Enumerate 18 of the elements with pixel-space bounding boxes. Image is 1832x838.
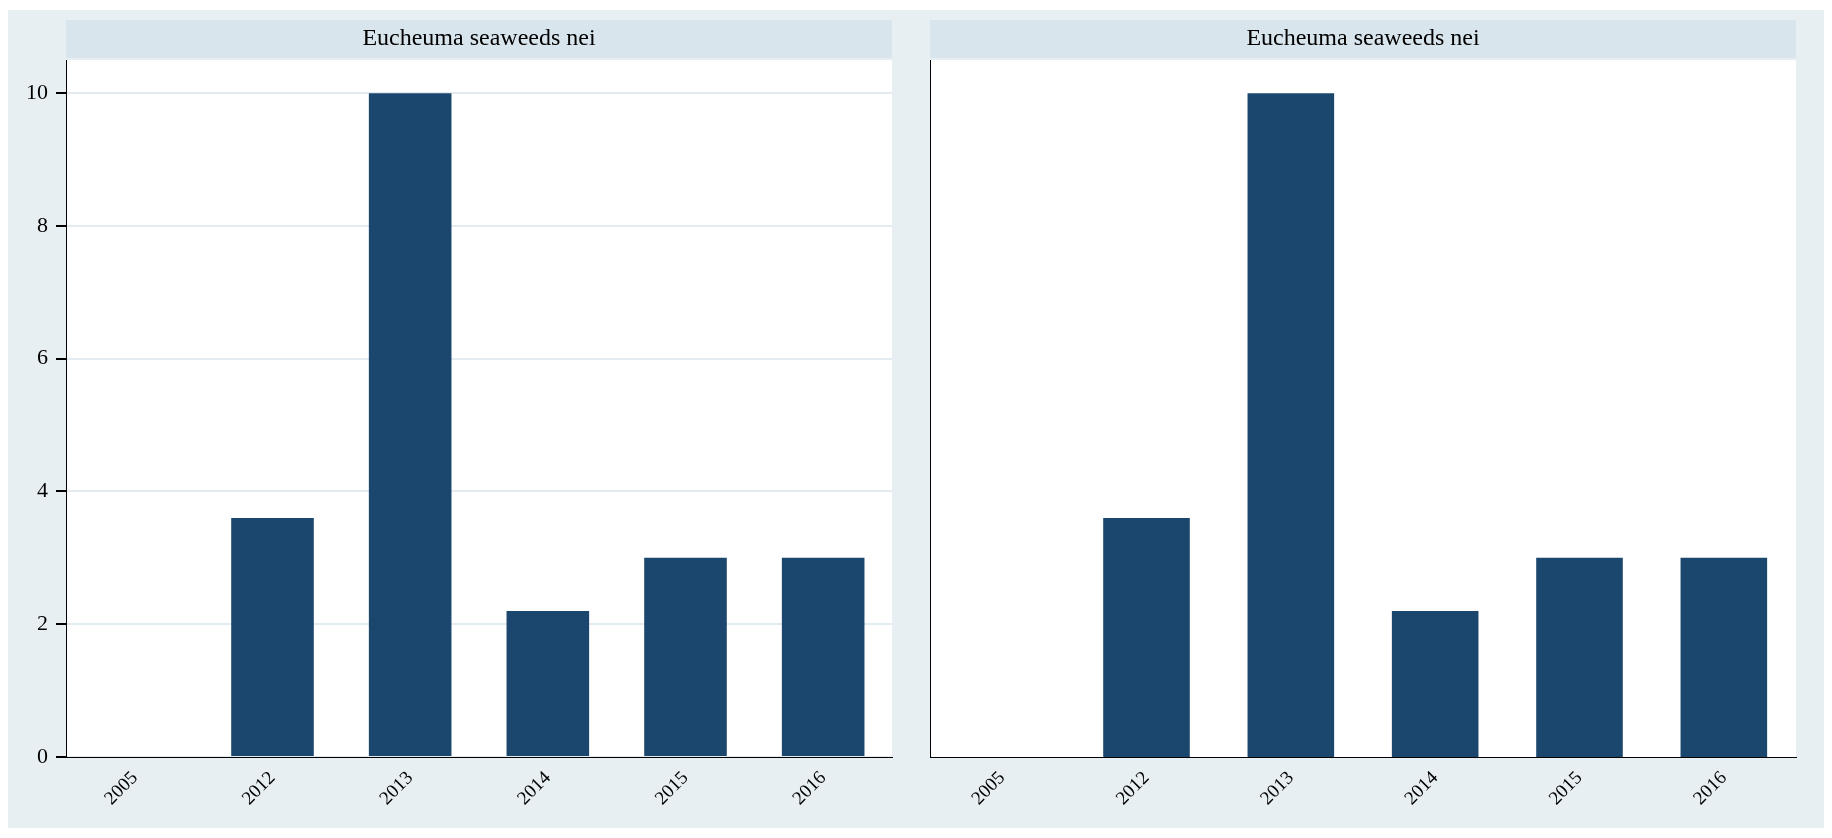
y-tick-label: 4: [37, 477, 48, 503]
y-tick-label: 0: [37, 742, 48, 768]
bar: [1391, 610, 1479, 758]
bar: [1247, 93, 1335, 758]
bar: [1103, 518, 1190, 758]
chart-title: Eucheuma seaweeds nei: [362, 24, 596, 51]
bar: [781, 557, 865, 757]
y-tick-label: 10: [26, 78, 48, 104]
bar: [1680, 557, 1768, 758]
bar: [644, 557, 727, 757]
bar: [1536, 557, 1623, 758]
y-tick-label: 2: [37, 610, 48, 636]
bar: [231, 518, 314, 757]
bar: [506, 610, 590, 757]
chart-title: Eucheuma seaweeds nei: [1246, 24, 1480, 51]
y-tick-label: 8: [37, 211, 48, 237]
bar: [368, 93, 452, 757]
y-tick-label: 6: [37, 344, 48, 370]
